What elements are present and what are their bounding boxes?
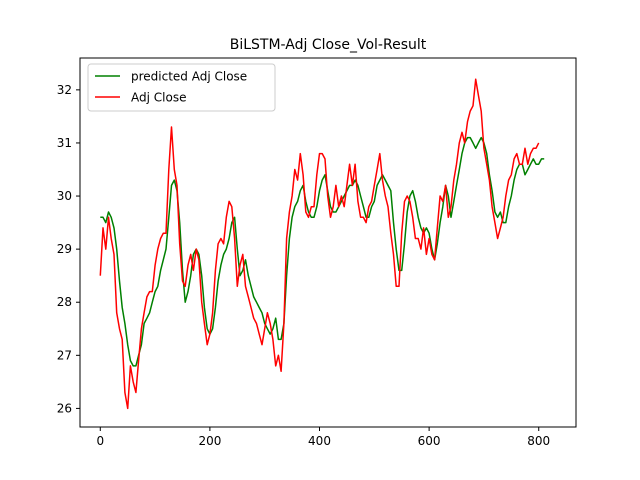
x-tick-label: 600 <box>418 434 441 448</box>
y-tick-label: 29 <box>57 242 72 256</box>
y-tick-label: 28 <box>57 295 72 309</box>
legend-label-adj-close: Adj Close <box>131 91 186 105</box>
legend: predicted Adj Close Adj Close <box>87 63 276 112</box>
y-tick-label: 30 <box>57 189 72 203</box>
x-axis: 0 200 400 600 800 <box>96 427 550 448</box>
y-tick-label: 31 <box>57 136 72 150</box>
x-tick-label: 400 <box>308 434 331 448</box>
legend-label-predicted: predicted Adj Close <box>131 70 247 84</box>
y-tick-label: 32 <box>57 83 72 97</box>
y-tick-label: 27 <box>57 348 72 362</box>
series-line-adj-close <box>99 78 540 410</box>
x-tick-label: 800 <box>527 434 550 448</box>
legend-box <box>87 63 276 112</box>
plot-frame <box>79 57 577 428</box>
series-line-predicted-adj-close <box>100 136 545 367</box>
series-layer <box>99 78 545 410</box>
chart-title: BiLSTM-Adj Close_Vol-Result <box>230 37 427 53</box>
x-tick-label: 0 <box>96 434 104 448</box>
x-tick-label: 200 <box>198 434 221 448</box>
y-axis: 26 27 28 29 30 31 32 <box>57 83 80 415</box>
y-tick-label: 26 <box>57 401 72 415</box>
